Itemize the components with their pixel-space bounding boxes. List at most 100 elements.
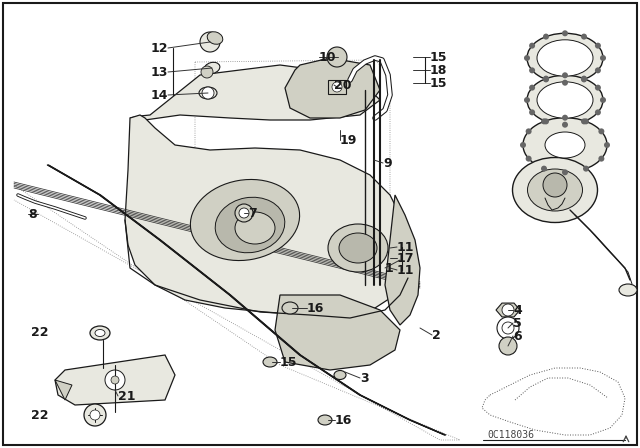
Text: 3: 3 <box>360 371 369 384</box>
Circle shape <box>543 118 549 125</box>
Ellipse shape <box>90 326 110 340</box>
Circle shape <box>595 85 601 90</box>
Circle shape <box>581 77 587 82</box>
Text: 15: 15 <box>430 77 447 90</box>
Ellipse shape <box>334 370 346 379</box>
Circle shape <box>520 142 526 148</box>
Circle shape <box>202 87 214 99</box>
Text: 18: 18 <box>430 64 447 77</box>
Text: 7: 7 <box>248 207 257 220</box>
Ellipse shape <box>204 62 220 74</box>
Circle shape <box>235 204 253 222</box>
Circle shape <box>541 118 547 125</box>
Circle shape <box>525 128 532 134</box>
Circle shape <box>524 55 530 61</box>
Circle shape <box>502 322 514 334</box>
Circle shape <box>581 34 587 39</box>
Circle shape <box>562 80 568 86</box>
Text: 16: 16 <box>335 414 353 426</box>
Text: 21: 21 <box>118 389 136 402</box>
Ellipse shape <box>523 118 607 172</box>
Polygon shape <box>55 355 175 405</box>
Ellipse shape <box>318 415 332 425</box>
Circle shape <box>562 30 568 36</box>
Circle shape <box>600 55 606 61</box>
Ellipse shape <box>537 40 593 76</box>
Circle shape <box>604 142 610 148</box>
Text: 0C118036: 0C118036 <box>487 430 534 440</box>
Polygon shape <box>130 65 380 120</box>
Circle shape <box>111 376 119 384</box>
Ellipse shape <box>619 284 637 296</box>
Circle shape <box>332 82 342 92</box>
Circle shape <box>562 115 568 121</box>
Text: 20: 20 <box>334 78 351 91</box>
Circle shape <box>541 166 547 172</box>
Circle shape <box>543 34 549 39</box>
Ellipse shape <box>199 87 217 99</box>
Circle shape <box>525 155 532 162</box>
Ellipse shape <box>513 158 598 223</box>
Text: 4: 4 <box>513 303 522 316</box>
Text: 16: 16 <box>307 302 324 314</box>
Circle shape <box>529 67 535 73</box>
Text: 19: 19 <box>340 134 357 146</box>
Circle shape <box>583 118 589 125</box>
Text: 11: 11 <box>397 241 415 254</box>
Polygon shape <box>55 380 72 400</box>
Text: 2: 2 <box>432 328 441 341</box>
Ellipse shape <box>527 169 582 211</box>
Circle shape <box>90 410 100 420</box>
Text: 13: 13 <box>150 65 168 78</box>
Text: 17: 17 <box>397 251 415 264</box>
Circle shape <box>543 77 549 82</box>
Circle shape <box>581 76 587 82</box>
Circle shape <box>562 122 568 128</box>
Circle shape <box>327 47 347 67</box>
Circle shape <box>562 72 568 78</box>
Circle shape <box>583 166 589 172</box>
Circle shape <box>239 208 249 218</box>
Ellipse shape <box>263 357 277 367</box>
Bar <box>328 80 346 94</box>
Ellipse shape <box>215 197 285 253</box>
Circle shape <box>598 128 604 134</box>
Circle shape <box>105 370 125 390</box>
Circle shape <box>600 97 606 103</box>
Text: 5: 5 <box>513 316 522 329</box>
Text: 14: 14 <box>150 89 168 102</box>
Polygon shape <box>275 295 400 370</box>
Ellipse shape <box>527 33 603 83</box>
Circle shape <box>499 337 517 355</box>
Circle shape <box>598 155 604 162</box>
Ellipse shape <box>282 302 298 314</box>
Text: 22: 22 <box>31 409 48 422</box>
Circle shape <box>581 118 587 125</box>
Ellipse shape <box>235 212 275 244</box>
Circle shape <box>543 76 549 82</box>
Ellipse shape <box>207 32 223 44</box>
Circle shape <box>502 304 514 316</box>
Circle shape <box>201 66 213 78</box>
Ellipse shape <box>339 233 377 263</box>
Polygon shape <box>125 115 408 315</box>
Ellipse shape <box>95 329 105 336</box>
Text: 10: 10 <box>319 51 337 64</box>
Text: 9: 9 <box>383 156 392 169</box>
Polygon shape <box>385 195 420 325</box>
Circle shape <box>595 43 601 49</box>
Ellipse shape <box>190 180 300 261</box>
Circle shape <box>497 317 519 339</box>
Text: 6: 6 <box>513 329 522 343</box>
Text: 15: 15 <box>280 356 298 369</box>
Polygon shape <box>285 58 380 118</box>
Circle shape <box>529 109 535 115</box>
Circle shape <box>529 43 535 49</box>
Ellipse shape <box>328 224 388 272</box>
Text: 8: 8 <box>28 207 36 220</box>
Circle shape <box>562 169 568 175</box>
Text: 1: 1 <box>385 262 394 275</box>
Circle shape <box>595 109 601 115</box>
Polygon shape <box>496 303 520 317</box>
Ellipse shape <box>545 132 585 158</box>
